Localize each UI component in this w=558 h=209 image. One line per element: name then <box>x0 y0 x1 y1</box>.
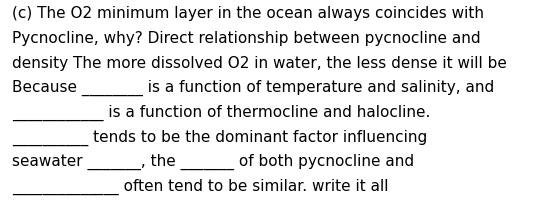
Text: Pycnocline, why? Direct relationship between pycnocline and: Pycnocline, why? Direct relationship bet… <box>12 31 481 46</box>
Text: seawater _______, the _______ of both pycnocline and: seawater _______, the _______ of both py… <box>12 154 415 171</box>
Text: density The more dissolved O2 in water, the less dense it will be: density The more dissolved O2 in water, … <box>12 56 507 71</box>
Text: (c) The O2 minimum layer in the ocean always coincides with: (c) The O2 minimum layer in the ocean al… <box>12 6 484 21</box>
Text: Because ________ is a function of temperature and salinity, and: Because ________ is a function of temper… <box>12 80 494 97</box>
Text: __________ tends to be the dominant factor influencing: __________ tends to be the dominant fact… <box>12 130 427 146</box>
Text: ____________ is a function of thermocline and halocline.: ____________ is a function of thermoclin… <box>12 105 431 121</box>
Text: ______________ often tend to be similar. write it all: ______________ often tend to be similar.… <box>12 179 389 195</box>
